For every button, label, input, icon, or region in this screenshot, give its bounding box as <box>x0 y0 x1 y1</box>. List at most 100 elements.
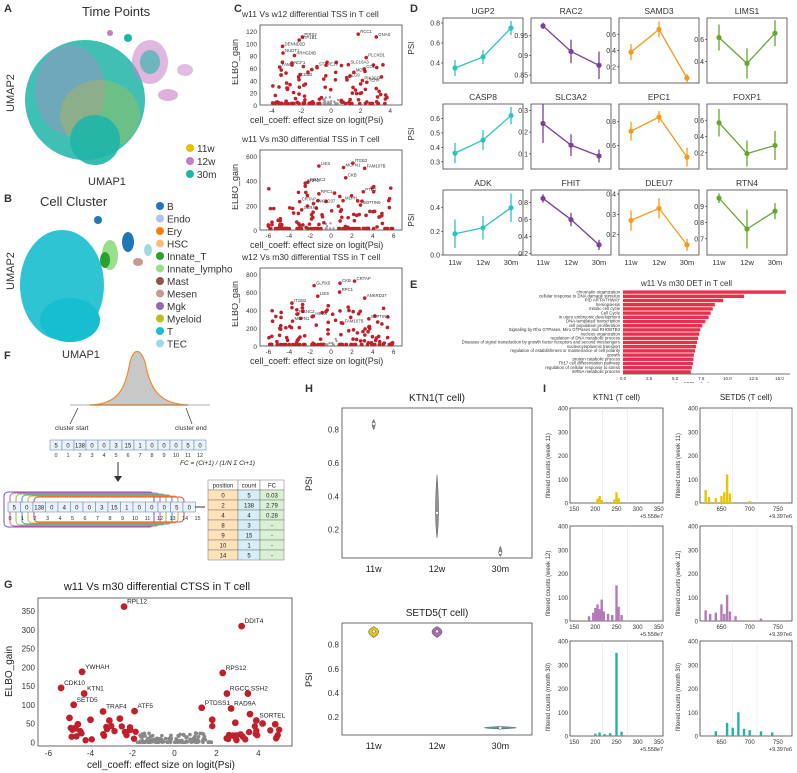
psi-plot-frame <box>530 103 612 170</box>
ctss-point <box>192 740 197 744</box>
volcano-c-ytick-0: 80 <box>250 54 258 61</box>
violin-title: SETD5(T cell) <box>406 608 469 619</box>
ctss-point <box>167 739 171 743</box>
psi-ytick-label: 0.6 <box>430 116 440 123</box>
hist-ytick: 100 <box>558 478 569 484</box>
psi-ytick-label: 0.4 <box>606 48 616 55</box>
volcano-c-xtick-2: -4 <box>286 349 292 356</box>
enrichment-bar <box>623 361 693 366</box>
enrichment-term-label: hemopoiesis <box>596 302 620 307</box>
volcano-c-point <box>351 212 356 217</box>
volcano-c-point <box>370 101 375 106</box>
volcano-c-label-point <box>312 283 316 288</box>
hist-bar <box>592 612 595 621</box>
legend-label-mast: Mast <box>167 277 189 288</box>
panel-label-c: C <box>234 3 242 15</box>
violin-ytick: 0.6 <box>328 665 340 674</box>
volcano-c-point <box>348 315 353 320</box>
volcano-c-xtick-2: -6 <box>265 349 271 356</box>
hist-bar <box>596 498 599 503</box>
count-cell <box>193 439 207 451</box>
volcano-c-point <box>328 96 332 99</box>
volcano-c-xtick-1: -4 <box>286 233 292 240</box>
hist-bar <box>600 500 603 503</box>
psi-plot-frame <box>530 189 612 256</box>
volcano-c-point <box>380 221 385 226</box>
volcano-c-point <box>351 85 355 90</box>
volcano-c-point <box>266 224 271 228</box>
psi-ytick-label: 0.4 <box>606 192 616 199</box>
ctss-point <box>100 732 108 739</box>
volcano-c-point <box>381 306 386 311</box>
ctss-point <box>241 736 249 743</box>
enrichment-term-label: growth <box>607 352 621 357</box>
volcano-c-point <box>270 319 275 324</box>
window-count-index: 12 <box>157 516 163 522</box>
volcano-c-point <box>310 215 315 220</box>
enrichment-term-label: PID AR PATHWAY <box>585 298 621 303</box>
hist-xtick: 150 <box>569 740 580 746</box>
window-count-index: 15 <box>194 516 200 522</box>
volcano-c-point-label: TERF <box>369 77 381 82</box>
hist-ytick: 0 <box>695 735 699 741</box>
psi-ytick-label: 0.4 <box>430 61 440 68</box>
hist-bar <box>759 731 763 736</box>
ctss-point <box>275 726 283 733</box>
volcano-c-point <box>385 226 390 231</box>
volcano-c-label-point <box>365 80 369 85</box>
volcano-c-point <box>351 328 356 332</box>
volcano-c-ytick-1: 600 <box>246 154 257 161</box>
ctss-point <box>177 738 181 743</box>
volcano-c-point <box>289 101 294 106</box>
volcano-c-point <box>358 82 363 86</box>
volcano-c-point-label: ARHGDIB <box>296 51 316 56</box>
volcano-c-point <box>290 305 294 310</box>
ctss-point <box>225 731 233 739</box>
violin-median <box>498 725 503 730</box>
legend-12w-label: 12w <box>197 157 216 168</box>
psi-ytick-label: 0.9 <box>518 53 528 60</box>
hist-xtick: 700 <box>745 625 756 631</box>
legend-marker-hsc <box>156 239 164 248</box>
hist-bar <box>620 615 623 621</box>
volcano-c-point <box>371 226 376 231</box>
volcano-c-point <box>348 97 352 102</box>
volcano-c-point <box>351 337 355 341</box>
fc-table-header: FC <box>268 483 277 489</box>
hist-ytick: 200 <box>688 572 699 578</box>
volcano-c-point <box>368 101 372 106</box>
volcano-c-label-point <box>297 199 302 204</box>
volcano-c-point-label: ATP1B1 <box>301 35 317 40</box>
volcano-c-point <box>331 343 335 346</box>
hist-ytick: 100 <box>688 596 699 602</box>
volcano-c-point <box>343 101 348 106</box>
volcano-c-point-label: FAM107B <box>367 163 386 168</box>
legend-label-innate_t: Innate_T <box>167 252 206 263</box>
ctss-point <box>174 737 179 741</box>
psi-ytick-label: 0.6 <box>606 32 616 39</box>
volcano-c-point <box>316 101 320 106</box>
volcano-c-point-label: LIES <box>321 161 330 166</box>
volcano-c-xtick-1: 2 <box>350 233 354 240</box>
enrichment-bar <box>623 290 786 294</box>
ctss-point <box>160 740 164 744</box>
volcano-c-point <box>321 77 326 81</box>
volcano-c-point <box>377 89 381 94</box>
window-count-index: 9 <box>121 516 124 522</box>
volcano-c-point <box>371 190 376 194</box>
hist-xtick: 700 <box>745 740 756 746</box>
enrichment-term-label: cell population proliferation <box>569 323 621 328</box>
hist-xtick: 650 <box>716 740 727 746</box>
volcano-c-xtick-1: 6 <box>392 233 396 240</box>
ctss-sig-point <box>244 690 252 697</box>
legend-11w-marker <box>186 144 194 152</box>
volcano-c-point <box>363 87 368 92</box>
volcano-c-point <box>366 329 370 334</box>
ctss-sig-point <box>116 715 124 723</box>
ctss-xtick: 0 <box>172 749 177 758</box>
enrichment-term-label: Signaling by Rho GTPases, Miro GTPases a… <box>509 327 621 332</box>
legend-marker-innate_t <box>156 252 164 260</box>
volcano-c-ylabel-1: ELBO_gain <box>232 164 240 210</box>
volcano-c-ytick-2: 0 <box>253 344 257 351</box>
psi-plot-frame <box>706 17 788 84</box>
